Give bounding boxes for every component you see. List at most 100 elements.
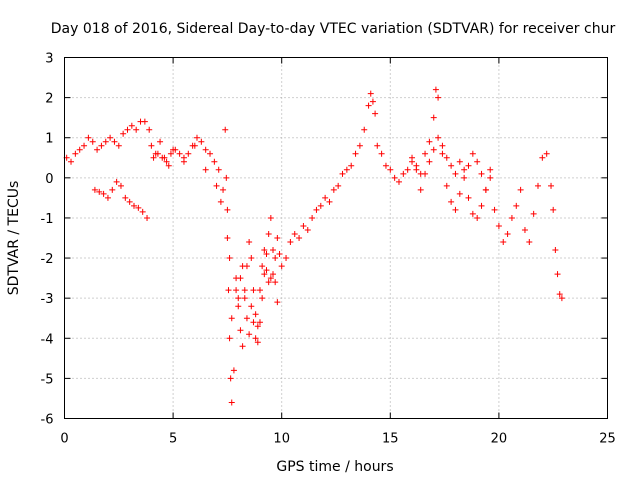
data-point [117,182,124,189]
tick-labels: 0 5 10 15 20 25 -6 -5 -4 -3 -2 -1 0 1 2 3 [41,52,616,447]
data-point [211,158,218,165]
x-tick-label: 15 [382,432,399,447]
data-point [81,142,88,149]
data-point [374,142,381,149]
data-point [291,230,298,237]
x-tick-label: 20 [491,432,508,447]
data-point [111,138,118,145]
data-point [202,146,209,153]
data-point [202,166,209,173]
data-point [274,235,281,241]
data-point [265,279,272,286]
data-point [378,150,385,157]
data-point [243,263,250,270]
data-point [261,247,268,254]
data-point [330,186,337,193]
data-point [409,154,416,161]
data-point [176,150,183,157]
y-tick-label: 2 [45,92,53,107]
data-point [131,202,138,209]
data-point [227,375,234,382]
data-point [148,142,155,149]
data-point [430,146,437,153]
data-point [252,335,259,342]
series-descending-branch [222,126,235,406]
y-tick-label: 1 [45,132,53,147]
data-point [283,255,290,262]
data-point [422,170,429,177]
data-point [226,335,233,342]
data-point [272,279,279,286]
data-point [256,319,263,326]
data-point [343,166,350,173]
data-point [207,150,214,157]
data-point [558,295,565,302]
data-point [278,263,285,270]
data-point [465,162,472,169]
data-point [89,138,96,145]
data-point [107,134,114,141]
data-point [213,182,220,189]
data-point [135,204,142,211]
data-point [146,126,153,133]
data-point [495,222,502,229]
data-point [478,202,485,209]
data-point [163,158,170,165]
data-point [404,166,411,173]
data-point [270,247,277,254]
data-point [469,210,476,217]
y-tick-label: 0 [45,172,53,187]
data-point [241,287,248,294]
data-point [554,271,561,278]
y-tick-label: -4 [41,332,54,347]
data-point [225,287,232,294]
data-point [263,267,270,274]
data-point [144,214,151,221]
series-lower-branch-early [91,178,151,221]
data-point [372,110,379,117]
data-point [452,206,459,213]
data-point [274,299,281,306]
data-point [417,186,424,193]
data-point [348,162,355,169]
data-point [367,90,374,97]
y-tick-label: -3 [41,292,54,307]
data-point [391,174,398,181]
series-late-afternoon-branch [409,134,494,221]
data-point [426,138,433,145]
data-point [548,182,555,189]
data-point [122,194,129,201]
data-point [339,170,346,177]
data-point [550,206,557,213]
y-tick-label: -6 [41,413,54,428]
data-point [170,146,177,153]
data-point [120,130,127,137]
data-point [474,158,481,165]
data-point [526,239,533,246]
data-point [252,311,259,318]
data-point [72,150,79,157]
data-point [478,170,485,177]
data-point [259,295,266,302]
data-point [482,186,489,193]
data-point [98,142,105,149]
data-point [430,114,437,121]
data-point [452,170,459,177]
data-point [167,150,174,157]
data-point [352,150,359,157]
data-point [513,202,520,209]
data-point [104,194,111,201]
data-point [96,188,103,195]
data-point [539,154,546,161]
data-point [76,146,83,153]
data-point [109,186,116,193]
data-point [534,182,541,189]
data-point [456,190,463,197]
data-point [133,126,140,133]
x-tick-label: 0 [60,432,68,447]
data-point [267,214,274,221]
data-point [233,275,240,282]
data-point [157,138,164,145]
data-point [254,323,261,330]
data-point [382,162,389,169]
